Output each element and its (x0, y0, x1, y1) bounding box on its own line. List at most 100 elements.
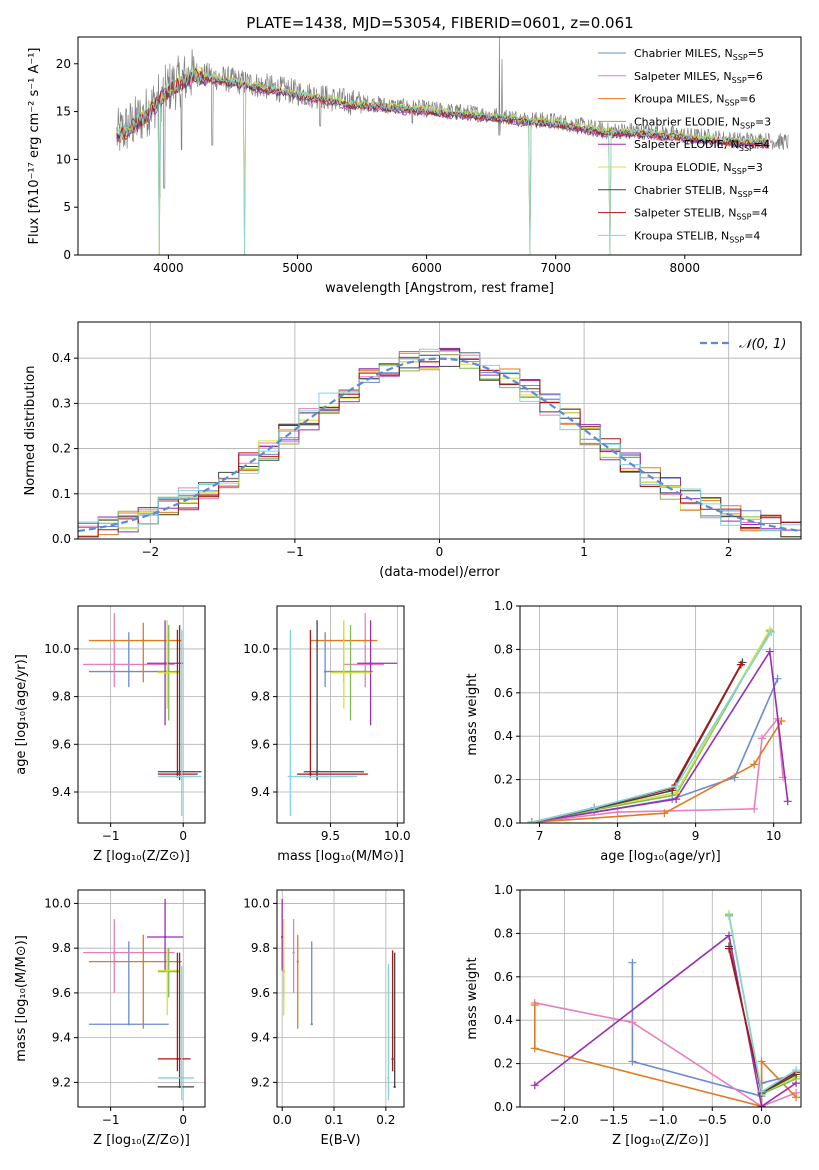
x-tick-label: −1.5 (599, 1113, 628, 1127)
x-axis-label: Z [log₁₀(Z/Z⊙)] (93, 849, 190, 864)
x-tick-label: 0.2 (376, 1113, 395, 1127)
x-tick-label: 0 (179, 829, 187, 843)
y-tick-label: 20 (56, 57, 71, 71)
x-tick-label: 9.5 (321, 829, 340, 843)
residual-histogram-7 (78, 348, 801, 538)
x-tick-label: −1 (102, 829, 120, 843)
legend-label: Salpeter MILES, NSSP=6 (634, 70, 763, 85)
x-tick-label: −0.5 (698, 1113, 727, 1127)
axes-frame (77, 36, 802, 256)
y-axis-label: Normed distribution (23, 366, 38, 496)
x-tick-label: 4000 (153, 261, 184, 275)
series-line-1 (534, 1002, 797, 1107)
y-tick-label: 0.8 (494, 926, 513, 940)
axes-frame (77, 605, 206, 824)
plot-area-residuals (78, 347, 801, 538)
x-axis-label: age [log₁₀(age/yr)] (600, 849, 721, 864)
data-point (292, 951, 295, 954)
residual-histogram-8 (78, 348, 801, 531)
axes-frame (519, 889, 802, 1108)
legend-label: Chabrier ELODIE, NSSP=3 (634, 115, 771, 130)
y-tick-label: 0.6 (494, 970, 513, 984)
data-point (178, 1085, 181, 1089)
y-axis-label: mass [log₁₀(M/M⊙)] (14, 935, 29, 1062)
x-tick-label: 10.0 (384, 829, 411, 843)
data-point (342, 671, 346, 674)
series-line-4 (531, 649, 789, 823)
data-point (166, 969, 169, 972)
x-tick-label: 2 (725, 545, 733, 559)
model-spectrum-8 (116, 69, 769, 255)
series-marker (530, 1001, 539, 1010)
legend-label-gaussian: 𝒩(0, 1) (739, 337, 786, 352)
model-spectrum-6 (116, 72, 769, 148)
legend-label: Kroupa MILES, NSSP=6 (634, 93, 756, 108)
x-tick-label: −1.0 (648, 1113, 677, 1127)
series-marker (527, 818, 536, 823)
series-line-1 (531, 716, 784, 823)
data-point (391, 1057, 394, 1061)
series-marker (736, 660, 745, 669)
series-marker (757, 1102, 766, 1107)
plot-area-age-vs-Z (83, 613, 202, 816)
y-tick-label: 9.6 (52, 986, 71, 1000)
x-axis-label: wavelength [Angstrom, rest frame] (325, 281, 554, 296)
data-point (113, 951, 116, 954)
data-point (142, 960, 145, 963)
x-tick-label: 0.1 (324, 1113, 343, 1127)
data-point (387, 1076, 390, 1080)
y-tick-label: 0.0 (52, 532, 71, 546)
panel-mass-vs-ebv: 0.0 0.1 0.2 9.2 9.4 9.6 9.8 10.0 E(B-V) (243, 889, 405, 1148)
data-point (163, 662, 167, 665)
data-point (176, 772, 179, 776)
y-tick-label: 10.0 (243, 642, 270, 656)
data-point (127, 1023, 130, 1026)
series-marker (628, 958, 637, 967)
data-point (323, 670, 327, 673)
series-line-4 (534, 934, 797, 1107)
y-tick-label: 5 (63, 200, 71, 214)
series-line-8 (531, 631, 772, 823)
legend-label: Salpeter ELODIE, NSSP=4 (634, 138, 770, 153)
y-tick-label: 9.6 (251, 986, 270, 1000)
y-tick-label: 10.0 (44, 642, 71, 656)
x-tick-label: 7000 (540, 261, 571, 275)
y-tick-label: 0 (63, 248, 71, 262)
x-axis-label: (data-model)/error (379, 565, 500, 580)
y-tick-label: 0.4 (52, 351, 71, 365)
data-point (166, 671, 169, 674)
axes-frame (276, 605, 405, 824)
series-marker (792, 1093, 801, 1102)
panel-residuals: −2 −1 0 1 2 0.0 0.1 0.2 0.3 0.4 (data-model)/error… (23, 321, 802, 580)
y-tick-label: 10 (56, 152, 71, 166)
y-tick-label: 0.1 (52, 487, 71, 501)
y-tick-label: 0.8 (494, 642, 513, 656)
panel-massweight-vs-age: 7 8 9 10 0.0 0.2 0.4 0.6 0.8 1.0 age [log₁₀(age/yr… (465, 599, 802, 864)
y-tick-label: 9.4 (251, 785, 270, 799)
series-line-2 (531, 720, 783, 823)
y-tick-label: 9.8 (251, 690, 270, 704)
y-tick-label: 15 (56, 105, 71, 119)
series-marker (779, 773, 788, 782)
series-marker (613, 808, 622, 817)
y-axis-label: mass weight (465, 957, 480, 1039)
panel-mass-vs-Z: −1 0 9.2 9.4 9.6 9.8 10.0 Z [log₁₀(Z/Z⊙)] mass [… (14, 889, 206, 1148)
axes-frame (519, 605, 802, 824)
y-tick-label: 9.6 (251, 737, 270, 751)
x-axis-label: mass [log₁₀(M/M⊙)] (277, 849, 404, 864)
y-axis-label: Flux [fλ10⁻¹⁷ erg cm⁻² s⁻¹ A⁻¹] (27, 48, 42, 245)
plot-area-age-vs-mass (287, 613, 398, 816)
data-point (309, 772, 312, 776)
data-point (176, 1057, 179, 1061)
y-axis-label: mass weight (465, 673, 480, 755)
y-axis-label: age [log₁₀(age/yr)] (14, 654, 29, 775)
y-tick-label: 9.8 (251, 941, 270, 955)
data-point (127, 670, 130, 673)
series-marker (672, 782, 681, 791)
series-marker (773, 674, 782, 683)
data-point (163, 935, 167, 939)
y-tick-label: 10.0 (243, 896, 270, 910)
plot-area-spectrum (116, 37, 789, 255)
data-point (180, 775, 183, 778)
